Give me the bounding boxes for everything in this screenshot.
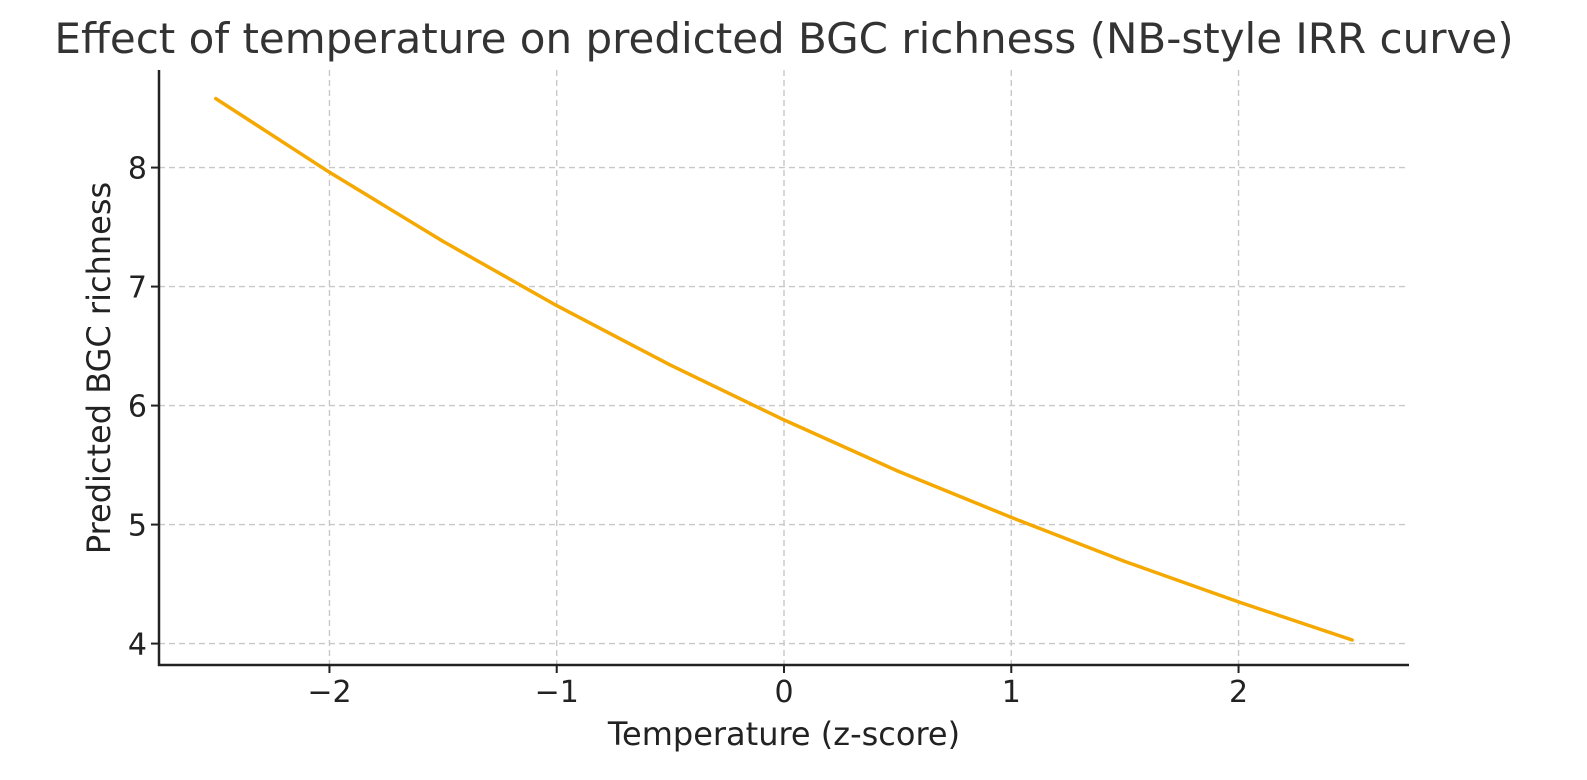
axes: −2 −1 0 1 2 4 5 6 7 8: [128, 70, 1409, 710]
x-tick-label-0: −2: [307, 675, 351, 710]
x-tick-label-1: −1: [535, 675, 579, 710]
series-line-0: [214, 96, 1354, 642]
y-axis-label: Predicted BGC richness: [80, 182, 118, 554]
y-tick-label-1: 5: [128, 509, 147, 544]
x-tick-label-2: 0: [774, 675, 793, 710]
y-tick-label-2: 6: [128, 390, 147, 425]
y-tick-label-4: 8: [128, 152, 147, 187]
x-axis-label: Temperature (z-score): [607, 715, 960, 753]
chart-title: Effect of temperature on predicted BGC r…: [54, 14, 1513, 63]
y-tick-label-0: 4: [128, 628, 147, 663]
x-tick-label-4: 2: [1229, 675, 1248, 710]
series-layer: [214, 96, 1354, 642]
x-tick-label-3: 1: [1002, 675, 1021, 710]
y-tick-label-3: 7: [128, 271, 147, 306]
grid: [159, 70, 1409, 665]
